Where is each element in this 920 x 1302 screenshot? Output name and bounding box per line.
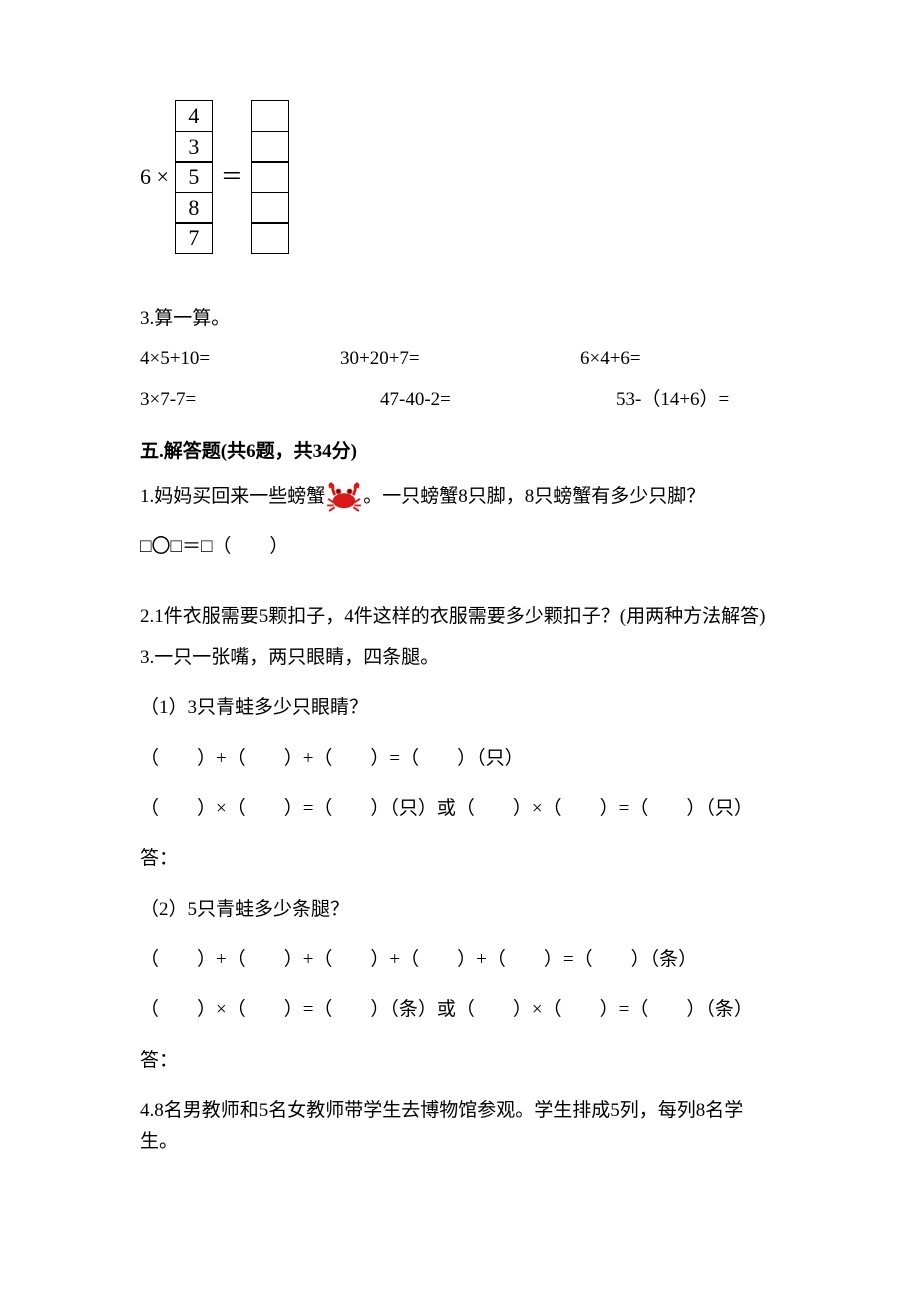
calc-expr: 3×7-7= [140,385,340,415]
mult-result-cell [251,100,289,132]
multiply-equals: ＝ [221,159,243,194]
q5-1-line: 1.妈妈买回来一些螃蟹 。一只螃蟹8只脚，8只螃蟹有多少只脚？ [140,482,780,512]
calc-expr: 47-40-2= [340,385,580,415]
section-5-title: 五.解答题(共6题，共34分) [140,437,780,467]
multiply-result-column [251,100,289,254]
q5-3-2-add: （ ）+（ ）+（ ）+（ ）+（ ）=（ ）（条） [140,945,780,975]
q5-1-text-a: 1.妈妈买回来一些螃蟹 [140,482,325,512]
mult-result-cell [251,222,289,254]
q5-3-1-mul: （ ）×（ ）=（ ）（只）或（ ）×（ ）=（ ）（只） [140,794,780,824]
q5-4-text: 4.8名男教师和5名女教师带学生去博物馆参观。学生排成5列，每列8名学生。 [140,1096,780,1157]
mult-input-cell: 7 [175,222,213,254]
q5-3-2: （2）5只青蛙多少条腿？ [140,895,780,925]
calc-expr: 4×5+10= [140,344,340,374]
answer-label: 答： [140,1046,780,1076]
answer-label: 答： [140,844,780,874]
q5-3-intro: 3.一只一张嘴，两只眼睛，四条腿。 [140,643,780,673]
q5-3-2-mul: （ ）×（ ）=（ ）（条）或（ ）×（ ）=（ ）（条） [140,995,780,1025]
mult-input-cell: 3 [175,131,213,163]
calc-expr: 6×4+6= [580,344,780,374]
q5-3-1-add: （ ）+（ ）+（ ）=（ ）（只） [140,744,780,774]
mult-result-cell [251,161,289,193]
calc-row-1: 4×5+10= 30+20+7= 6×4+6= [140,344,780,374]
calc-expr: 30+20+7= [340,344,580,374]
calc-row-2: 3×7-7= 47-40-2= 53-（14+6）= [140,385,780,415]
q5-1-expression: □〇□＝□（ ） [140,532,780,562]
mult-input-cell: 4 [175,100,213,132]
mult-result-cell [251,192,289,224]
multiply-fill-block: 6 × 4 3 5 8 7 ＝ [140,100,780,254]
q5-2-text: 2.1件衣服需要5颗扣子，4件这样的衣服需要多少颗扣子？(用两种方法解答) [140,602,780,632]
q5-1-text-b: 。一只螃蟹8只脚，8只螃蟹有多少只脚？ [363,482,705,512]
q3-title: 3.算一算。 [140,304,780,334]
mult-input-cell: 8 [175,192,213,224]
multiply-input-column: 4 3 5 8 7 [175,100,213,254]
q5-3-1: （1）3只青蛙多少只眼睛？ [140,693,780,723]
crab-icon [325,482,363,512]
mult-input-cell: 5 [175,161,213,193]
mult-result-cell [251,131,289,163]
calc-expr: 53-（14+6）= [580,385,780,415]
multiply-prefix: 6 × [140,159,169,194]
